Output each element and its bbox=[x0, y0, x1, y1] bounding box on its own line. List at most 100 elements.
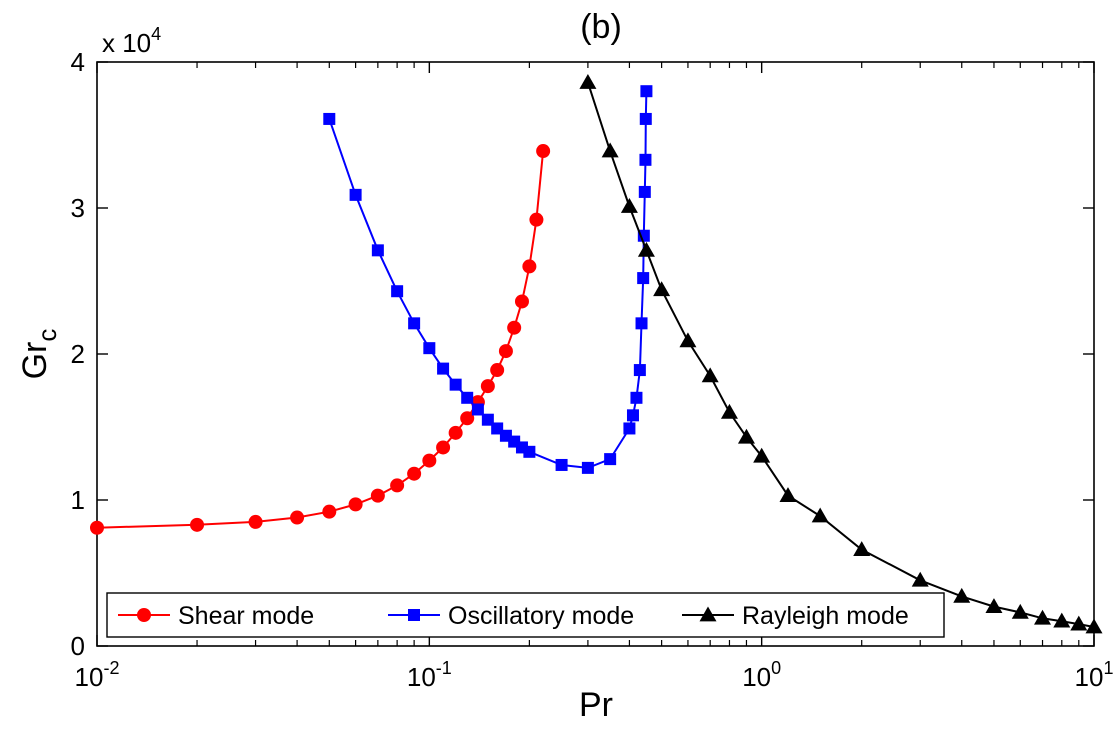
data-point bbox=[620, 198, 638, 213]
y-tick-label: 0 bbox=[71, 631, 85, 661]
data-point bbox=[638, 185, 651, 198]
legend-items: Shear mode Oscillatory mode Rayleigh mode bbox=[118, 602, 909, 630]
y-tick-label: 1 bbox=[71, 485, 85, 515]
data-point bbox=[448, 425, 463, 440]
data-point bbox=[911, 571, 929, 587]
data-point bbox=[323, 112, 336, 125]
data-point bbox=[437, 362, 450, 375]
x-tick-label-exponent: -2 bbox=[103, 658, 119, 678]
legend-label: Shear mode bbox=[178, 602, 314, 630]
data-point bbox=[480, 379, 495, 394]
data-point bbox=[604, 453, 617, 466]
data-point bbox=[322, 504, 337, 519]
data-point bbox=[653, 281, 671, 297]
data-point bbox=[190, 517, 205, 532]
data-point bbox=[436, 440, 451, 455]
data-point bbox=[522, 259, 537, 274]
data-point bbox=[753, 447, 771, 463]
series-triangle bbox=[579, 73, 1103, 634]
data-point bbox=[555, 458, 568, 471]
data-point bbox=[391, 285, 404, 298]
y-tick-label: 3 bbox=[71, 193, 85, 223]
legend: Shear mode Oscillatory mode Rayleigh mode bbox=[106, 592, 945, 638]
data-point bbox=[460, 411, 475, 426]
data-point bbox=[637, 241, 655, 257]
plot-area bbox=[96, 61, 1095, 647]
data-point bbox=[679, 332, 697, 348]
data-point bbox=[422, 453, 437, 468]
data-point bbox=[701, 367, 719, 383]
y-multiplier-base: x 10 bbox=[102, 28, 151, 58]
series-line bbox=[586, 82, 1095, 628]
data-point bbox=[635, 317, 648, 330]
data-point bbox=[348, 497, 363, 512]
data-point bbox=[1053, 612, 1071, 628]
series-line bbox=[96, 151, 545, 529]
data-point bbox=[529, 212, 544, 227]
data-point bbox=[370, 488, 385, 503]
series-layer bbox=[90, 73, 1103, 634]
data-point bbox=[623, 422, 636, 435]
data-point bbox=[811, 507, 829, 523]
data-point bbox=[601, 142, 619, 158]
series-line bbox=[328, 91, 648, 469]
y-ticks: 0 1 2 3 4 bbox=[71, 47, 1094, 661]
x-tick-label-base: 10 bbox=[407, 662, 436, 692]
data-point bbox=[581, 461, 594, 474]
y-multiplier: x 104 bbox=[102, 24, 161, 58]
data-point bbox=[640, 85, 653, 98]
y-axis-label-subscript: c bbox=[32, 329, 62, 342]
data-point bbox=[1011, 603, 1029, 619]
data-point bbox=[953, 587, 971, 603]
data-point bbox=[626, 409, 639, 422]
data-point bbox=[853, 541, 871, 557]
legend-marker bbox=[137, 608, 151, 622]
x-tick-label: 101 bbox=[1075, 658, 1114, 692]
legend-label: Rayleigh mode bbox=[742, 602, 909, 630]
x-ticks: 10-2 10-1 100 101 bbox=[75, 62, 1114, 692]
x-tick-label-exponent: 0 bbox=[771, 658, 781, 678]
data-point bbox=[349, 188, 362, 201]
data-point bbox=[471, 403, 484, 416]
data-point bbox=[639, 153, 652, 166]
x-tick-label: 100 bbox=[742, 658, 781, 692]
x-axis-label: Pr bbox=[579, 686, 613, 724]
y-tick-label: 2 bbox=[71, 339, 85, 369]
x-tick-label: 10-1 bbox=[407, 658, 452, 692]
data-point bbox=[536, 144, 551, 159]
data-point bbox=[423, 342, 436, 355]
data-point bbox=[390, 478, 405, 493]
data-point bbox=[498, 344, 513, 359]
data-point bbox=[579, 73, 597, 89]
x-tick-label-base: 10 bbox=[742, 662, 771, 692]
data-point bbox=[407, 466, 422, 481]
data-point bbox=[481, 413, 494, 426]
y-axis-label: Grc bbox=[16, 329, 62, 380]
data-point bbox=[720, 403, 738, 419]
data-point bbox=[1034, 609, 1052, 625]
x-tick-label-base: 10 bbox=[75, 662, 104, 692]
data-point bbox=[461, 391, 474, 404]
data-point bbox=[637, 229, 650, 242]
data-point bbox=[637, 272, 650, 285]
data-point bbox=[90, 520, 104, 535]
data-point bbox=[737, 428, 755, 444]
data-point bbox=[490, 363, 505, 378]
data-point bbox=[630, 391, 643, 404]
x-tick-label-base: 10 bbox=[1075, 662, 1104, 692]
data-point bbox=[1070, 615, 1088, 631]
legend-marker bbox=[408, 609, 420, 621]
data-point bbox=[507, 320, 522, 335]
x-tick-label-exponent: 1 bbox=[1103, 658, 1113, 678]
legend-label: Oscillatory mode bbox=[448, 602, 634, 630]
chart-title: (b) bbox=[580, 8, 622, 46]
data-point bbox=[985, 598, 1003, 613]
data-point bbox=[779, 487, 797, 502]
x-tick-label-exponent: -1 bbox=[436, 658, 452, 678]
y-multiplier-exponent: 4 bbox=[151, 24, 161, 44]
legend-box bbox=[106, 592, 945, 638]
data-point bbox=[633, 364, 646, 377]
series-square bbox=[323, 85, 653, 474]
data-point bbox=[371, 244, 384, 257]
